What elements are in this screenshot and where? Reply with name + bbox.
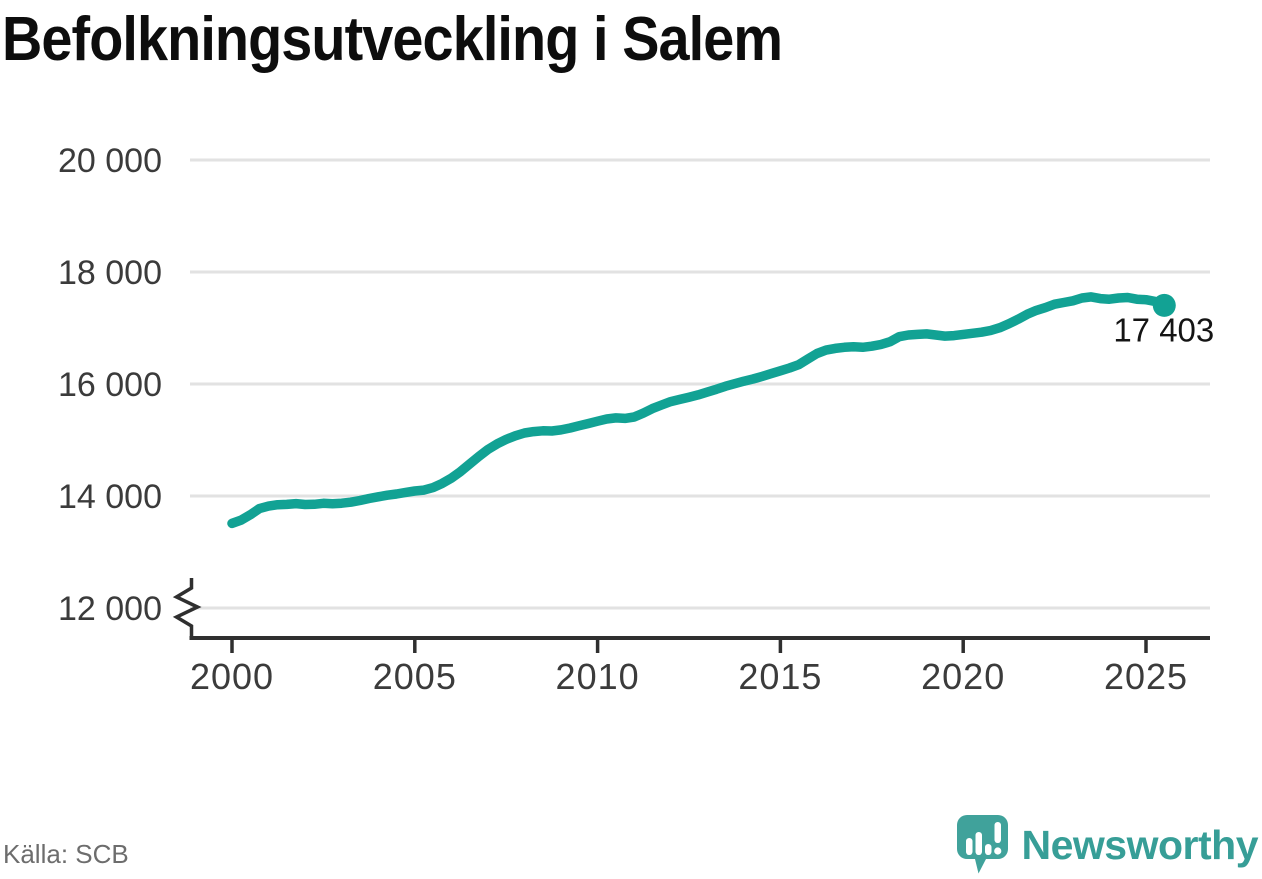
x-axis-ticks (230, 640, 1148, 653)
logo-exclamation-dot (993, 847, 1001, 855)
y-tick-label: 20 000 (58, 142, 162, 180)
x-axis-labels: 2000 2005 2010 2015 2020 2025 (190, 656, 1188, 697)
x-tick-label: 2005 (373, 656, 457, 697)
newsworthy-speech-bubble-chart-icon (956, 815, 1008, 874)
x-tick-label: 2010 (556, 656, 640, 697)
y-tick-label: 16 000 (58, 366, 162, 404)
logo-bar-3 (984, 844, 991, 855)
x-tick-label: 2015 (738, 656, 822, 697)
y-axis-break-icon (172, 578, 202, 640)
population-line (227, 292, 1170, 529)
logo-exclamation-bar (994, 822, 1001, 843)
y-tick-label: 12 000 (58, 590, 162, 628)
newsworthy-wordmark: Newsworthy (1021, 821, 1259, 868)
x-tick-label: 2025 (1104, 656, 1188, 697)
x-tick-label: 2020 (921, 656, 1005, 697)
last-value-label: 17 403 (1113, 311, 1214, 348)
logo-bar-1 (965, 838, 972, 855)
chart-title: Befolkningsutveckling i Salem (2, 5, 783, 74)
y-tick-label: 14 000 (58, 478, 162, 516)
newsworthy-logo: Newsworthy (956, 814, 1259, 876)
y-axis-labels: 12 000 14 000 16 000 18 000 20 000 (58, 142, 162, 628)
logo-bar-2 (975, 832, 982, 855)
source-label: Källa: SCB (3, 839, 129, 869)
gridlines (190, 158, 1210, 610)
last-point-marker (1152, 293, 1176, 317)
x-tick-label: 2000 (190, 656, 274, 697)
y-tick-label: 18 000 (58, 254, 162, 292)
